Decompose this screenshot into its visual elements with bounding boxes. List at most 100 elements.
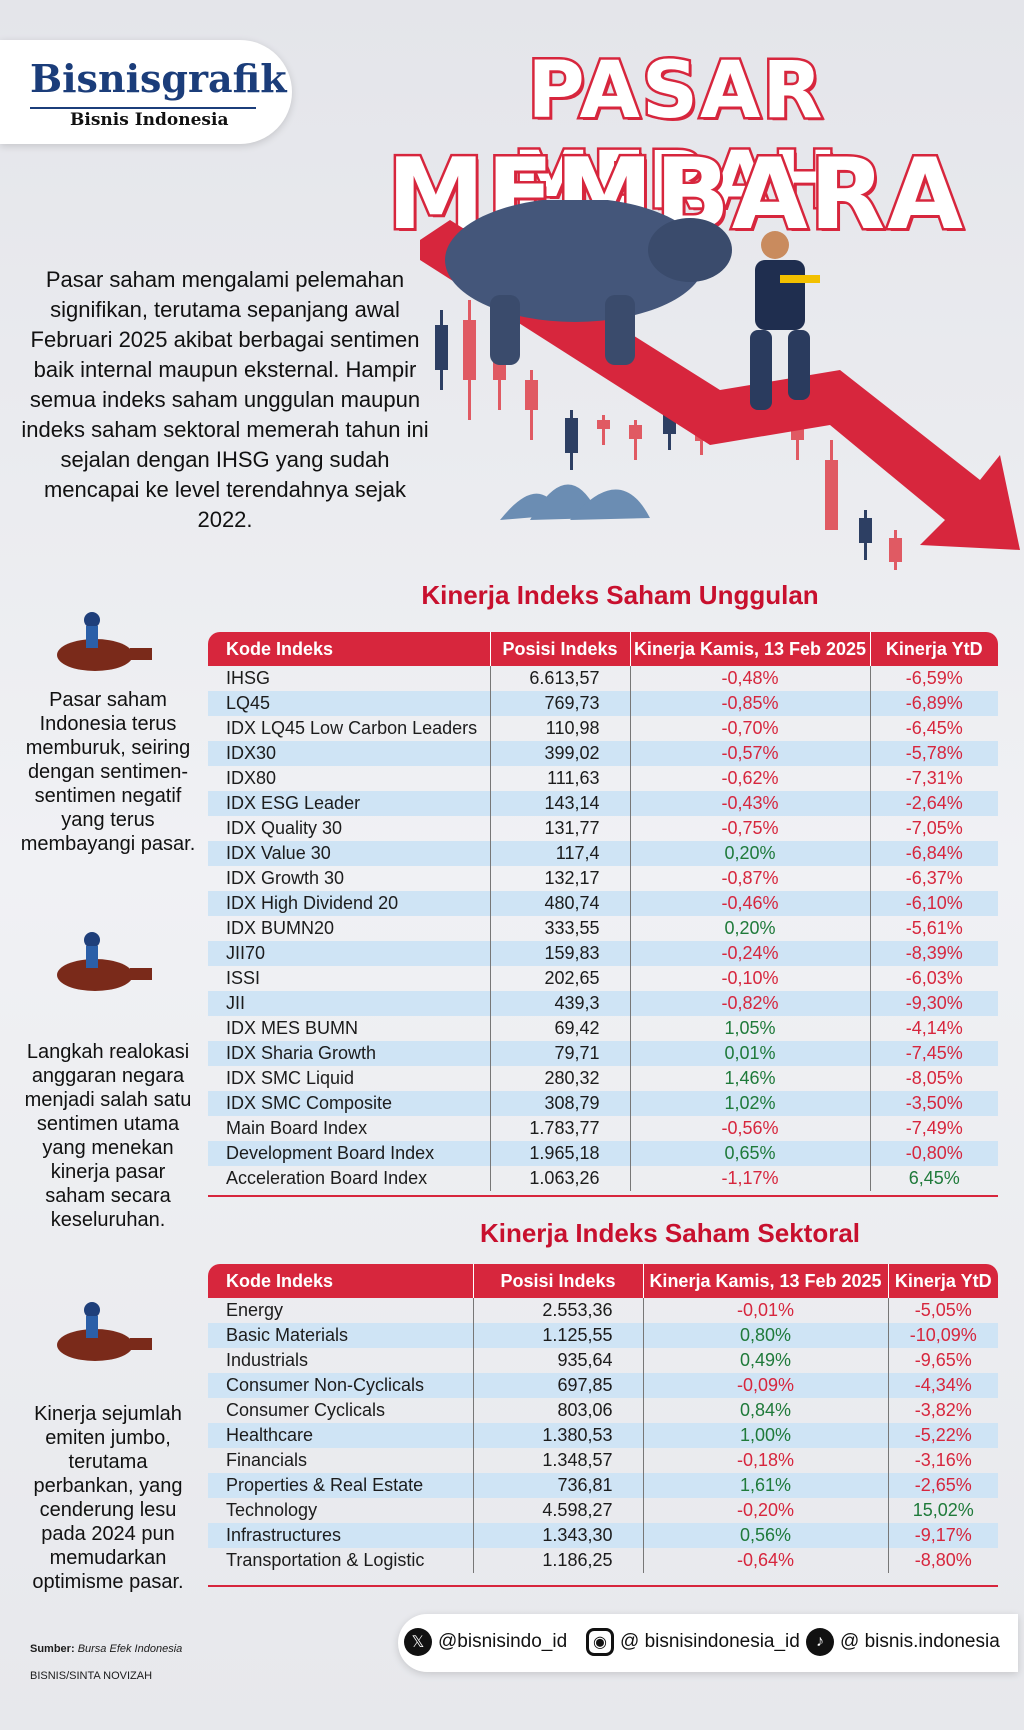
col-posisi: Posisi Indeks <box>490 632 631 666</box>
bull-rider-icon <box>57 612 152 671</box>
cell-kinerja-harian: -0,48% <box>630 666 871 691</box>
col-kinerja-ytd: Kinerja YtD <box>870 632 998 666</box>
cell-posisi: 1.186,25 <box>473 1548 644 1573</box>
cell-kinerja-ytd: -10,09% <box>888 1323 998 1348</box>
cell-kinerja-ytd: -7,45% <box>870 1041 998 1066</box>
cell-posisi: 2.553,36 <box>473 1298 644 1323</box>
cell-kinerja-ytd: -4,34% <box>888 1373 998 1398</box>
cell-posisi: 280,32 <box>490 1066 631 1091</box>
cell-posisi: 131,77 <box>490 816 631 841</box>
table-row: IDX BUMN20 333,55 0,20% -5,61% <box>208 916 998 941</box>
cell-kode: IDX Growth 30 <box>208 866 491 891</box>
cell-kinerja-harian: -0,64% <box>643 1548 889 1573</box>
unggulan-heading: Kinerja Indeks Saham Unggulan <box>421 580 819 610</box>
cell-kinerja-ytd: -9,65% <box>914 1350 972 1370</box>
businessman-icon <box>750 231 820 410</box>
side-note-2: Langkah realokasi anggaran negara menjad… <box>24 1041 192 1231</box>
logo-divider <box>30 107 256 109</box>
table-row: Basic Materials 1.125,55 0,80% -10,09% <box>208 1323 998 1348</box>
col-kinerja-ytd: Kinerja YtD <box>888 1264 998 1298</box>
cell-posisi: 1.063,26 <box>490 1166 631 1191</box>
col-kode: Kode Indeks <box>208 632 491 666</box>
cell-kinerja-ytd: -9,30% <box>870 991 998 1016</box>
cell-kode: IDX High Dividend 20 <box>208 891 491 916</box>
cell-kinerja-harian: 0,20% <box>630 841 871 866</box>
cell-posisi: 1.348,57 <box>473 1448 644 1473</box>
cell-kode: Energy <box>208 1298 474 1323</box>
cell-kinerja-harian: -0,10% <box>630 966 871 991</box>
cell-kinerja-ytd: -5,22% <box>888 1423 998 1448</box>
table-row: LQ45 769,73 -0,85% -6,89% <box>208 691 998 716</box>
table-row: IDX Quality 30 131,77 -0,75% -7,05% <box>208 816 998 841</box>
table-row: IDX80 111,63 -0,62% -7,31% <box>208 766 998 791</box>
col-kinerja-harian: Kinerja Kamis, 13 Feb 2025 <box>643 1264 889 1298</box>
cell-kinerja-harian: 1,61% <box>643 1473 889 1498</box>
cell-kode: IDX80 <box>208 766 491 791</box>
cell-posisi: 1.783,77 <box>490 1116 631 1141</box>
table-bottom-border <box>208 1585 998 1587</box>
cell-kode: Basic Materials <box>208 1323 474 1348</box>
table-row: IDX Sharia Growth 79,71 0,01% -7,45% <box>208 1041 998 1066</box>
cell-kinerja-harian: -0,82% <box>630 991 871 1016</box>
cell-posisi: 143,14 <box>490 791 631 816</box>
social-footer: 𝕏 @bisnisindo_id ◉ @ bisnisindonesia_id ♪ @… <box>398 1614 1018 1672</box>
cell-kinerja-ytd: -6,45% <box>905 718 963 738</box>
sektoral-heading: Kinerja Indeks Saham Sektoral <box>479 1218 861 1248</box>
cell-kode: JII70 <box>208 941 491 966</box>
table-row: Acceleration Board Index 1.063,26 -1,17% 6,… <box>208 1166 998 1191</box>
social-instagram[interactable]: ◉ @ bisnisindonesia_id <box>586 1628 800 1656</box>
cell-kinerja-harian: -0,85% <box>630 691 871 716</box>
cell-posisi: 803,06 <box>473 1398 644 1423</box>
table-row: IDX Growth 30 132,17 -0,87% -6,37% <box>208 866 998 891</box>
cell-posisi: 697,85 <box>473 1373 644 1398</box>
cell-posisi: 1.125,55 <box>473 1323 644 1348</box>
instagram-icon: ◉ <box>586 1628 614 1656</box>
table-row: IDX High Dividend 20 480,74 -0,46% -6,10% <box>208 891 998 916</box>
cell-kode: JII <box>208 991 491 1016</box>
table-row: Technology 4.598,27 -0,20% 15,02% <box>208 1498 998 1523</box>
cell-posisi: 333,55 <box>490 916 631 941</box>
cell-kinerja-harian: -0,43% <box>630 791 871 816</box>
cell-posisi: 6.613,57 <box>490 666 631 691</box>
cell-kinerja-ytd: -7,31% <box>905 768 963 788</box>
cell-kinerja-harian: -1,17% <box>630 1166 871 1191</box>
cell-kinerja-harian: 1,05% <box>630 1016 871 1041</box>
col-kinerja-harian: Kinerja Kamis, 13 Feb 2025 <box>630 632 871 666</box>
cell-posisi: 132,17 <box>490 866 631 891</box>
bear-market-illustration <box>420 200 1020 570</box>
cell-kinerja-harian: 1,46% <box>630 1066 871 1091</box>
cell-kinerja-harian: -0,01% <box>643 1298 889 1323</box>
table-row: IHSG 6.613,57 -0,48% -6,59% <box>208 666 998 691</box>
cell-kode: Industrials <box>208 1348 474 1373</box>
grass-icon <box>500 484 650 520</box>
cell-kode: Technology <box>208 1498 474 1523</box>
source-value: Bursa Efek Indonesia <box>77 1643 183 1655</box>
cell-posisi: 79,71 <box>490 1041 631 1066</box>
social-x-handle: @bisnisindo_id <box>438 1631 568 1652</box>
cell-kinerja-ytd: -2,64% <box>870 791 998 816</box>
social-tiktok[interactable]: ♪ @ bisnis.indonesia <box>806 1628 1000 1656</box>
cell-kode: IDX30 <box>208 741 491 766</box>
cell-posisi: 1.380,53 <box>473 1423 644 1448</box>
side-note-3: Kinerja sejumlah emiten jumbo, terutama … <box>32 1403 184 1593</box>
cell-posisi: 69,42 <box>490 1016 631 1041</box>
cell-kinerja-ytd: -6,89% <box>870 691 998 716</box>
social-x[interactable]: 𝕏 @bisnisindo_id <box>404 1628 567 1656</box>
table-row: IDX MES BUMN 69,42 1,05% -4,14% <box>208 1016 998 1041</box>
cell-kinerja-harian: -0,56% <box>630 1116 871 1141</box>
table-row: IDX30 399,02 -0,57% -5,78% <box>208 741 998 766</box>
cell-kinerja-ytd: -0,80% <box>870 1141 998 1166</box>
cell-posisi: 736,81 <box>473 1473 644 1498</box>
cell-kinerja-ytd: -4,14% <box>905 1018 963 1038</box>
brand-logo: Bisnisgrafik Bisnis Indonesia <box>0 40 292 144</box>
cell-kinerja-harian: -0,46% <box>630 891 871 916</box>
cell-kode: IDX Value 30 <box>208 841 491 866</box>
table-row: Main Board Index 1.783,77 -0,56% -7,49% <box>208 1116 998 1141</box>
cell-kinerja-ytd: -5,78% <box>870 741 998 766</box>
cell-posisi: 399,02 <box>490 741 631 766</box>
col-kode: Kode Indeks <box>208 1264 474 1298</box>
cell-kinerja-harian: -0,18% <box>643 1448 889 1473</box>
cell-kode: Development Board Index <box>208 1141 491 1166</box>
intro-paragraph: Pasar saham mengalami pelemahan signifik… <box>21 267 429 532</box>
cell-kode: IDX ESG Leader <box>208 791 491 816</box>
